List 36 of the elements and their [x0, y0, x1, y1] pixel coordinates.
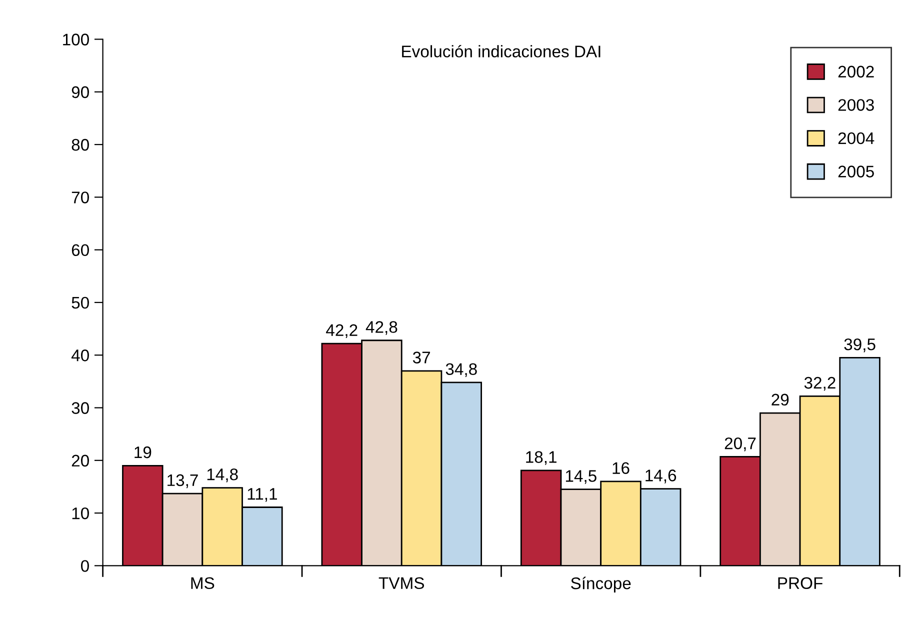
- data-label: 19: [134, 446, 152, 458]
- data-label: 11,1: [248, 488, 277, 502]
- y-tick-label: 80: [72, 138, 89, 151]
- chart-title: Evolución indicaciones DAI: [402, 44, 600, 58]
- data-label: 16: [612, 462, 630, 474]
- y-tick-label: 90: [72, 86, 89, 98]
- data-label: 14,6: [646, 470, 676, 484]
- data-label: 20,7: [724, 437, 756, 452]
- y-tick-label: 60: [72, 244, 89, 256]
- legend-label: 2002: [838, 66, 874, 78]
- x-tick-label: Síncope: [571, 576, 631, 593]
- data-label: 39,5: [844, 338, 876, 352]
- legend-label: 2005: [838, 166, 874, 178]
- y-tick-label: 50: [72, 296, 89, 309]
- y-tick-label: 100: [63, 34, 89, 46]
- y-tick-label: 20: [72, 454, 89, 467]
- y-tick-label: 30: [72, 402, 89, 414]
- x-tick-label: TVMS: [378, 577, 424, 590]
- data-label: 14,8: [207, 468, 238, 482]
- data-label: 42,8: [366, 321, 398, 335]
- data-label: 18,1: [526, 451, 556, 465]
- x-tick-label: PROF: [778, 577, 823, 590]
- data-label: 37: [412, 352, 430, 364]
- y-tick-label: 40: [71, 350, 89, 362]
- y-tick-label: 10: [72, 507, 89, 520]
- data-label: 13,7: [168, 474, 198, 488]
- data-label: 42,2: [326, 324, 358, 338]
- data-label: 29: [772, 394, 789, 406]
- legend-label: 2003: [838, 99, 874, 111]
- x-tick-label: MS: [191, 577, 214, 590]
- data-label: 32,2: [804, 376, 836, 391]
- data-label: 14,5: [566, 470, 596, 484]
- data-label: 34,8: [446, 363, 477, 377]
- legend-label: 2004: [838, 132, 874, 144]
- y-tick-label: 0: [81, 560, 89, 572]
- y-tick-label: 70: [72, 192, 89, 204]
